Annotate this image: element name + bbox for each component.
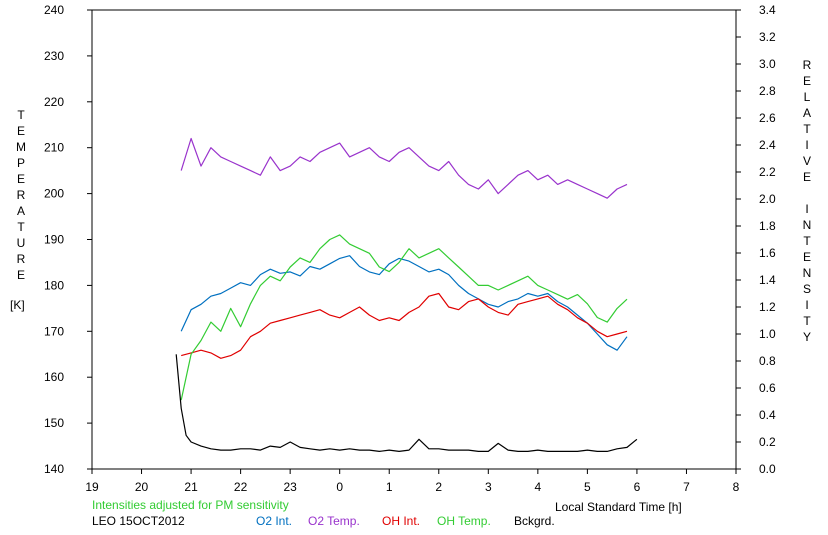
left-tick-label: 200 — [44, 187, 64, 201]
x-tick-label: 3 — [485, 480, 492, 494]
right_axis-letter: V — [802, 154, 811, 168]
x-tick-label: 4 — [535, 480, 542, 494]
left_axis-letter: R — [16, 188, 26, 202]
left_axis-letter: E — [16, 124, 25, 138]
right_axis-letter: Y — [802, 330, 811, 344]
right-tick-label: 3.4 — [759, 3, 776, 17]
series-o2-temp-line — [180, 137, 628, 199]
series-layer — [175, 137, 638, 452]
right_axis-letter: L — [803, 90, 811, 104]
x-tick-label: 6 — [634, 480, 641, 494]
x-tick-label: 22 — [234, 480, 248, 494]
right-tick-label: 2.6 — [759, 111, 776, 125]
left_axis-letter: T — [17, 108, 25, 122]
x-axis-label: Local Standard Time [h] — [555, 500, 682, 514]
right-tick-label: 1.2 — [759, 300, 776, 314]
right-tick-label: 2.8 — [759, 84, 776, 98]
right-tick-label: 0.2 — [759, 435, 776, 449]
left-axis: 140 150 160 170 180 190 200 210 220 230 240 — [44, 3, 92, 476]
series-bckgrd-line — [175, 354, 638, 452]
right-axis: 0.0 0.2 0.4 0.6 0.8 1.0 1.2 1.4 1.6 1.8 2.0 2.2 2.4 2… — [736, 3, 776, 476]
x-tick-label: 20 — [135, 480, 149, 494]
right-tick-label: 2.4 — [759, 138, 776, 152]
right_axis-letter: A — [802, 106, 811, 120]
left-tick-label: 160 — [44, 370, 64, 384]
legend-oh-temp: OH Temp. — [437, 514, 491, 528]
right_axis-letter: E — [802, 250, 811, 264]
left_axis-letter: E — [16, 172, 25, 186]
left-tick-label: 190 — [44, 233, 64, 247]
series-o2-int-line — [180, 255, 628, 351]
station-date-label: LEO 15OCT2012 — [92, 514, 185, 528]
plot-frame — [91, 9, 737, 470]
left-tick-label: 230 — [44, 49, 64, 63]
left_axis-letter: M — [16, 140, 26, 154]
right_axis-letter: E — [802, 170, 811, 184]
left_axis-letter: A — [16, 204, 25, 218]
left_axis-letter: T — [17, 220, 25, 234]
right-tick-label: 1.4 — [759, 273, 776, 287]
series-oh-temp-line — [180, 234, 628, 401]
right_axis-letter: I — [805, 138, 809, 152]
left-axis-unit: [K] — [10, 298, 25, 312]
right-tick-label: 3.0 — [759, 57, 776, 71]
series-oh-int-line — [181, 292, 628, 359]
right-tick-label: 2.0 — [759, 192, 776, 206]
right-tick-label: 1.6 — [759, 246, 776, 260]
right_axis-letter: N — [802, 266, 812, 280]
x-tick-label: 0 — [336, 480, 343, 494]
left_axis-letter: E — [16, 268, 25, 282]
x-tick-label: 7 — [683, 480, 690, 494]
left-tick-label: 240 — [44, 3, 64, 17]
left_axis-letter: U — [16, 236, 26, 250]
right_axis-letter: E — [802, 74, 811, 88]
left-tick-label: 150 — [44, 416, 64, 430]
x-tick-label: 19 — [85, 480, 99, 494]
right_axis-letter: S — [802, 282, 811, 296]
right_axis-letter: R — [802, 58, 812, 72]
x-axis: 19 20 21 22 23 0 1 2 3 4 5 6 7 8 — [85, 469, 740, 494]
right-tick-label: 0.6 — [759, 381, 776, 395]
left-tick-label: 220 — [44, 95, 64, 109]
x-tick-label: 21 — [184, 480, 198, 494]
right-tick-label: 2.2 — [759, 165, 776, 179]
legend-o2-temp: O2 Temp. — [308, 514, 360, 528]
right_axis-letter — [800, 185, 814, 201]
legend-oh-int: OH Int. — [382, 514, 421, 528]
right-tick-label: 1.8 — [759, 219, 776, 233]
legend-bckgrd: Bckgrd. — [514, 514, 555, 528]
right-tick-label: 3.2 — [759, 30, 776, 44]
right_axis-letter: T — [803, 122, 811, 136]
right_axis-letter: T — [803, 234, 811, 248]
x-tick-label: 23 — [283, 480, 297, 494]
x-tick-label: 2 — [435, 480, 442, 494]
left-tick-label: 170 — [44, 324, 64, 338]
pm-sensitivity-note: Intensities adjusted for PM sensitivity — [92, 498, 289, 512]
x-tick-label: 5 — [584, 480, 591, 494]
left_axis-letter: P — [16, 156, 25, 170]
x-tick-label: 1 — [386, 480, 393, 494]
right_axis-letter: I — [805, 202, 809, 216]
right_axis-letter: T — [803, 314, 811, 328]
left-tick-label: 140 — [44, 462, 64, 476]
x-tick-label: 8 — [733, 480, 740, 494]
right-tick-label: 0.4 — [759, 408, 776, 422]
right_axis-letter: I — [805, 298, 809, 312]
left_axis-letter: R — [16, 252, 26, 266]
left-tick-label: 210 — [44, 141, 64, 155]
left-tick-label: 180 — [44, 278, 64, 292]
right-tick-label: 1.0 — [759, 327, 776, 341]
right-tick-label: 0.0 — [759, 462, 776, 476]
legend-o2-int: O2 Int. — [256, 514, 293, 528]
right-tick-label: 0.8 — [759, 354, 776, 368]
right_axis-letter: N — [802, 218, 812, 232]
